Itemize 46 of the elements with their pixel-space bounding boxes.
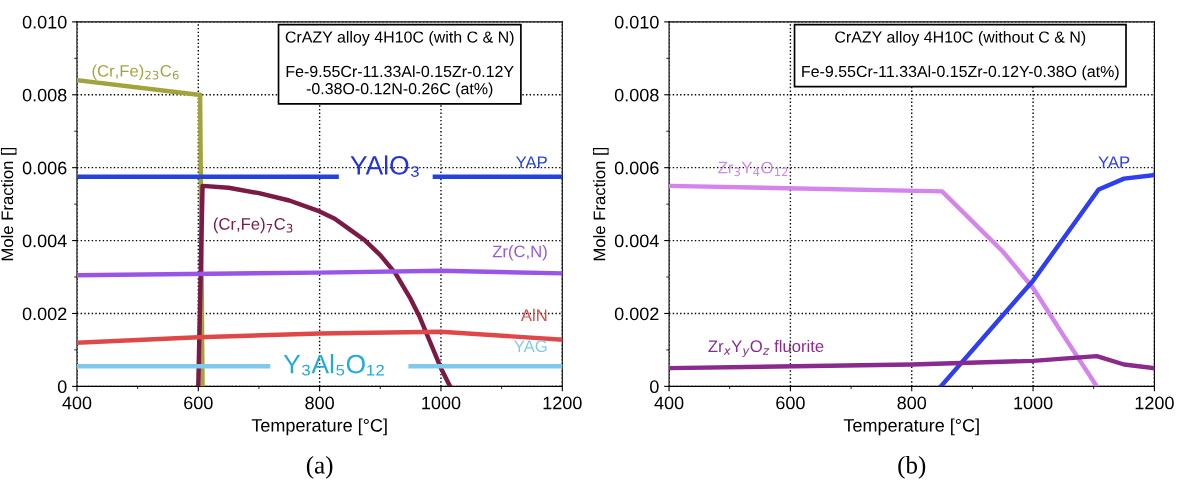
annotation: YAlO₃	[350, 155, 419, 177]
y-tick-label: 0	[650, 380, 659, 394]
series-label: YAP	[515, 156, 547, 168]
y-tick-label: 0.008	[22, 88, 67, 102]
text: (b)	[898, 456, 926, 479]
series-label: Zr(C,N)	[492, 245, 547, 261]
series-label: (Cr,Fe)$_{7}$C$_{3}$	[213, 217, 293, 234]
y-tick-label: 0.006	[614, 161, 659, 175]
y-tick-label: 0.010	[614, 15, 659, 29]
x-tick-label: 1200	[543, 396, 582, 410]
x-tick-label: 800	[305, 396, 334, 410]
series-label: Zr$_{x}$Y$_{y}$O$_{z}$ fluorite	[708, 339, 824, 358]
line-series	[669, 183, 1099, 387]
x-tick-label: 1000	[1014, 396, 1053, 410]
x-tick-label: 400	[62, 396, 92, 410]
series-label: Zr$_{3}$Y$_{4}$O$_{12}$	[718, 161, 788, 177]
text: (a)	[306, 456, 333, 479]
x-tick-label: 600	[776, 396, 805, 410]
annotation: CrAZY alloy 4H10C (without C & N)	[835, 30, 1086, 46]
series-label: YAP	[1098, 156, 1130, 168]
line-series	[938, 172, 1155, 387]
y-tick-label: 0	[57, 380, 67, 394]
annotation: Fe-9.55Cr-11.33Al-0.15Zr-0.12Y -0.38O-0.12N-0.26C (at%)	[286, 65, 514, 98]
annotation: Fe-9.55Cr-11.33Al-0.15Zr-0.12Y-0.38O (at%)	[802, 65, 1119, 81]
y-tick-label: 0.002	[22, 307, 67, 321]
annotation: Y₃Al₅O₁₂	[283, 354, 384, 376]
series-label: AlN	[520, 308, 547, 321]
x-tick-label: 1000	[422, 396, 461, 410]
y-tick-label: 0.010	[22, 15, 67, 29]
series-label: YAG	[514, 340, 547, 353]
y-axis-title: Mole Fraction []	[0, 147, 17, 261]
x-tick-label: 400	[654, 396, 684, 410]
x-axis-title: Temperature [°C]	[251, 418, 387, 436]
x-tick-label: 600	[184, 396, 213, 410]
y-tick-label: 0.002	[614, 307, 659, 321]
y-tick-label: 0.006	[22, 161, 67, 175]
y-tick-label: 0.004	[614, 234, 659, 248]
x-tick-label: 1200	[1135, 396, 1174, 410]
y-tick-label: 0.008	[614, 88, 659, 102]
series-label: (Cr,Fe)$_{23}$C$_{6}$	[92, 64, 179, 81]
annotation: CrAZY alloy 4H10C (with C & N)	[285, 30, 514, 46]
y-tick-label: 0.004	[22, 234, 67, 248]
line-series	[196, 183, 453, 387]
y-axis-title: Mole Fraction []	[593, 147, 609, 261]
x-axis-title: Temperature [°C]	[843, 418, 979, 436]
x-tick-label: 800	[897, 396, 927, 410]
